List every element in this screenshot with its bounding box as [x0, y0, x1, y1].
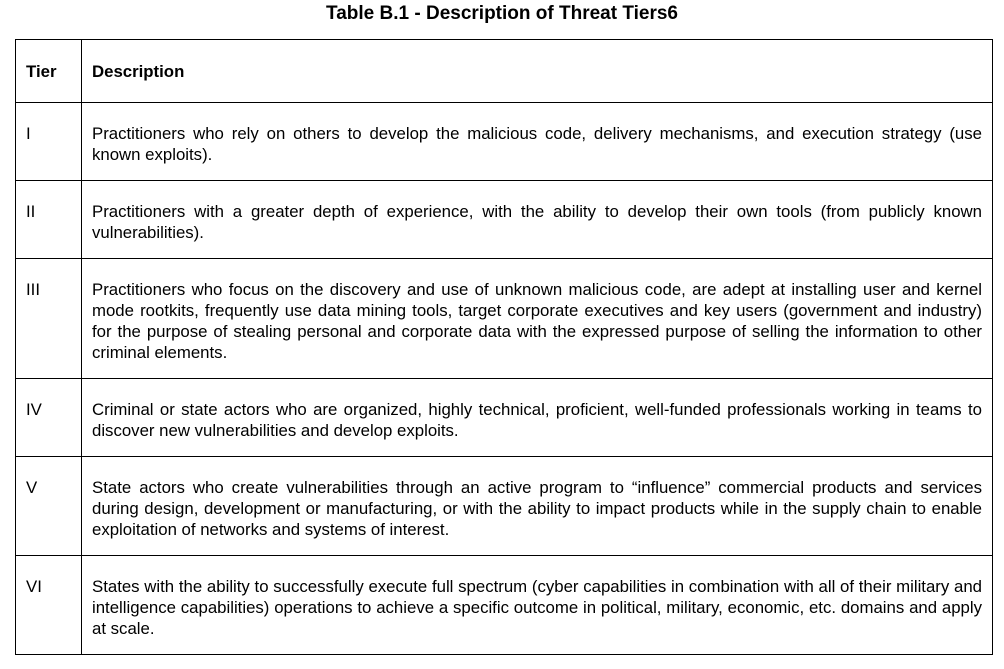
threat-tiers-table: Tier Description I Practitioners who rel… — [15, 39, 993, 655]
table-row: V State actors who create vulnerabilitie… — [15, 456, 993, 556]
tier-cell: I — [15, 102, 82, 181]
tier-cell: III — [15, 258, 82, 379]
tier-cell: II — [15, 180, 82, 259]
header-tier: Tier — [15, 39, 82, 103]
table-row: I Practitioners who rely on others to de… — [15, 102, 993, 181]
description-cell: State actors who create vulnerabilities … — [81, 456, 993, 556]
description-cell: Criminal or state actors who are organiz… — [81, 378, 993, 457]
description-cell: States with the ability to successfully … — [81, 555, 993, 655]
table-header-row: Tier Description — [15, 39, 993, 103]
table-row: IV Criminal or state actors who are orga… — [15, 378, 993, 457]
description-cell: Practitioners who rely on others to deve… — [81, 102, 993, 181]
tier-cell: VI — [15, 555, 82, 655]
table-row: VI States with the ability to successful… — [15, 555, 993, 655]
tier-cell: V — [15, 456, 82, 556]
table-title: Table B.1 - Description of Threat Tiers6 — [326, 3, 678, 24]
tier-cell: IV — [15, 378, 82, 457]
description-cell: Practitioners who focus on the discovery… — [81, 258, 993, 379]
description-cell: Practitioners with a greater depth of ex… — [81, 180, 993, 259]
table-row: II Practitioners with a greater depth of… — [15, 180, 993, 259]
header-description: Description — [81, 39, 993, 103]
table-row: III Practitioners who focus on the disco… — [15, 258, 993, 379]
